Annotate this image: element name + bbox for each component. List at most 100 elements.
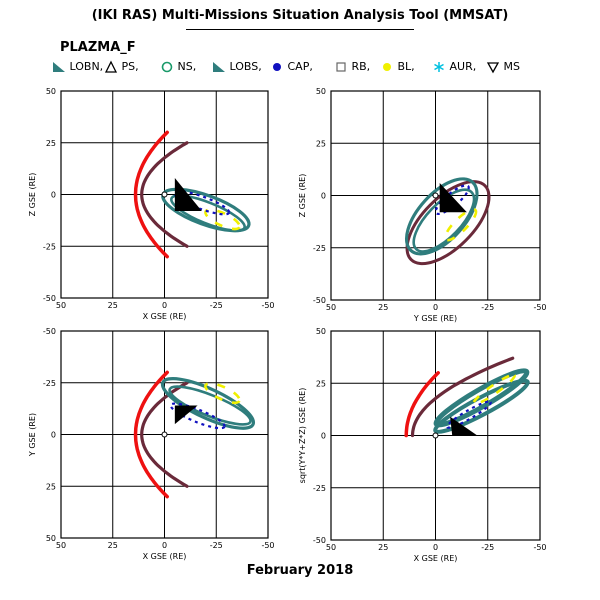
legend-item: BL, [380, 60, 415, 74]
triangle-outline-icon [104, 60, 118, 73]
sun-direction-marker [174, 177, 202, 212]
page-title: (IKI RAS) Multi-Missions Situation Analy… [91, 8, 509, 23]
y-tick-label: 0 [321, 192, 326, 201]
y-tick-label: 0 [321, 432, 326, 441]
square-outline-icon [334, 60, 348, 73]
x-tick-label: 0 [162, 541, 167, 550]
bow-shock-curve [404, 371, 440, 438]
x-tick-label: -50 [533, 303, 546, 312]
legend-item: RB, [334, 60, 370, 74]
asterisk-icon [432, 60, 446, 73]
y-tick-label: -25 [43, 242, 56, 251]
y-tick-label: 25 [46, 139, 56, 148]
earth-icon [161, 431, 168, 438]
x-tick-label: 50 [56, 301, 66, 310]
y-tick-label: -25 [313, 244, 326, 253]
grid-lines [61, 331, 268, 538]
orbit-track [412, 188, 476, 253]
legend-label: NS, [174, 60, 197, 73]
magnetopause-curve [410, 356, 515, 438]
y-tick-label: -50 [43, 294, 56, 303]
x-tick-label: 25 [378, 543, 388, 552]
sun-direction-marker [439, 182, 467, 213]
plot-panel: 50 -50 25 -25 0 0 -25 25 -50 50 X GSE (RE) Y GSE (R… [28, 327, 275, 561]
orbit-track [168, 385, 252, 426]
triangle-filled-icon [212, 60, 226, 73]
y-tick-label: 50 [316, 87, 326, 96]
sun-direction-marker [174, 405, 198, 425]
legend-item: AUR, [432, 60, 476, 74]
y-tick-label: -25 [43, 379, 56, 388]
y-tick-label: 0 [51, 191, 56, 200]
x-axis-label: X GSE (RE) [143, 552, 187, 561]
legend-item: CAP, [270, 60, 313, 74]
y-axis-label: Y GSE (RE) [28, 413, 37, 457]
y-axis-label: Z GSE (RE) [298, 174, 307, 218]
bl-segment [472, 373, 517, 406]
legend-item: NS, [160, 60, 196, 74]
y-tick-label: 50 [316, 327, 326, 336]
y-tick-label: 50 [46, 87, 56, 96]
x-tick-label: -50 [261, 541, 274, 550]
bow-shock-curve [133, 370, 169, 499]
x-tick-label: 0 [433, 303, 438, 312]
x-tick-label: -25 [481, 303, 494, 312]
x-tick-label: 0 [162, 301, 167, 310]
sun-direction-marker [450, 416, 478, 436]
earth-icon [432, 192, 439, 199]
bl-segment [204, 208, 241, 231]
triangle-down-outline-icon [486, 60, 500, 74]
bl-segment [443, 208, 478, 242]
magnetopause-curve [405, 180, 491, 266]
legend-label: PS, [118, 60, 139, 73]
y-tick-label: 25 [46, 482, 56, 491]
date-label: February 2018 [246, 563, 354, 578]
y-tick-label: 25 [316, 379, 326, 388]
y-axis-label: sqrt(Y*Y+Z*Z) GSE (RE) [298, 388, 307, 484]
y-tick-label: -50 [313, 296, 326, 305]
plot-frame [330, 330, 541, 541]
bow-shock-curve [133, 130, 169, 259]
x-tick-label: -25 [210, 541, 223, 550]
legend-item: PS, [104, 60, 139, 74]
y-tick-label: -50 [43, 327, 56, 336]
x-tick-label: 25 [108, 301, 118, 310]
y-tick-label: 25 [316, 139, 326, 148]
legend-item: LOBS, [212, 60, 262, 74]
x-tick-label: 0 [433, 543, 438, 552]
circle-outline-icon [160, 60, 174, 73]
x-tick-label: -50 [261, 301, 274, 310]
legend-label: BL, [394, 60, 415, 73]
mission-name: PLAZMA_F [60, 40, 136, 55]
y-tick-label: 50 [46, 534, 56, 543]
orbit-track [433, 368, 530, 428]
x-axis-label: X GSE (RE) [414, 554, 458, 563]
y-tick-label: -50 [313, 536, 326, 545]
orbit-track [169, 194, 246, 233]
orbit-track [160, 377, 256, 430]
x-tick-label: 25 [378, 303, 388, 312]
plot-frame [60, 90, 269, 299]
triangle-filled-icon [52, 60, 66, 73]
cap-segment [169, 402, 226, 430]
x-tick-label: -50 [533, 543, 546, 552]
x-tick-label: -25 [481, 543, 494, 552]
y-tick-label: -25 [313, 484, 326, 493]
plot-frame [60, 330, 269, 539]
legend-label: LOBS, [226, 60, 262, 73]
legend-item: MS [486, 60, 520, 74]
title-underline [186, 29, 414, 30]
legend-label: MS [500, 60, 520, 73]
x-axis-label: Y GSE (RE) [413, 314, 457, 323]
magnetopause-curve [140, 141, 189, 248]
plot-panel: 50 50 25 25 0 0 -25 -25 -50 -50 X GSE (RE) Z GSE (R… [28, 87, 275, 321]
earth-icon [161, 191, 168, 198]
bl-segment [204, 382, 241, 405]
legend-label: RB, [348, 60, 371, 73]
legend-label: CAP, [284, 60, 313, 73]
earth-icon [432, 432, 439, 439]
x-tick-label: 25 [108, 541, 118, 550]
legend-label: LOBN, [66, 60, 104, 73]
plot-frame [330, 90, 541, 301]
dot-icon [270, 60, 284, 73]
